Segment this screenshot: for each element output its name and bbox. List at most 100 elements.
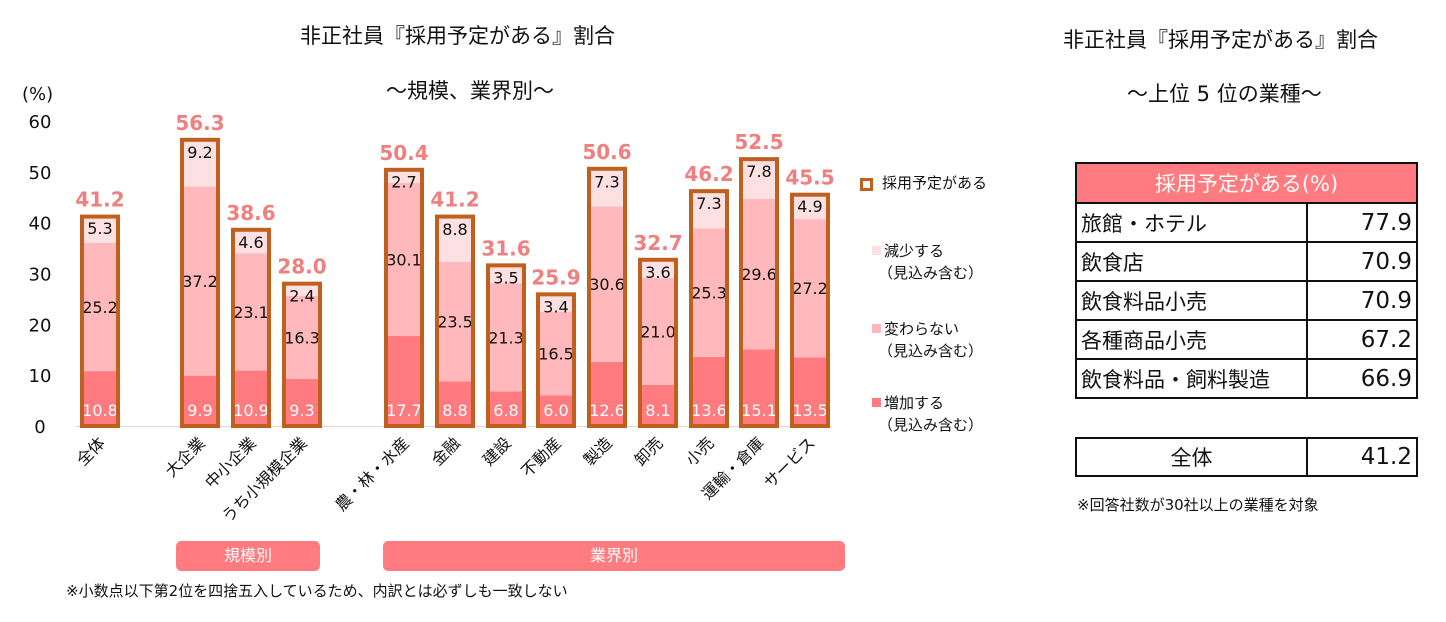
segment-value-label: 6.8	[493, 401, 518, 420]
table-row: 飲食料品小売 70.9	[1075, 280, 1418, 321]
group-label-size: 規模別	[176, 541, 320, 571]
bar-total-outline	[384, 167, 424, 429]
bar-group: 8.1 21.0 3.6 32.7	[633, 231, 683, 428]
bar-group: 12.6 30.6 7.3 50.6	[582, 140, 632, 429]
bar-group: 6.0 16.5 3.4 25.9	[531, 265, 581, 429]
industry-name: 飲食店	[1075, 241, 1308, 282]
legend-label: 採用予定がある	[882, 174, 988, 192]
total-value-label: 31.6	[481, 236, 530, 260]
total-value-label: 32.7	[633, 231, 682, 255]
bar-group: 6.8 21.3 3.5 31.6	[481, 236, 531, 428]
segment-value-label: 7.3	[696, 194, 721, 213]
table-row: 飲食店 70.9	[1075, 241, 1418, 282]
legend-swatch-icon	[860, 178, 873, 191]
bar-total-outline	[689, 189, 729, 428]
bar-segment-increase	[741, 349, 777, 426]
total-label: 全体	[1075, 437, 1308, 477]
top5-industry-table: 採用予定がある(%) 旅館・ホテル 77.9 飲食店 70.9 飲食料品小売 70.9…	[1075, 162, 1418, 399]
bar-group: 9.3 16.3 2.4 28.0	[277, 255, 327, 428]
segment-value-label: 29.6	[741, 265, 777, 284]
total-value-label: 28.0	[277, 255, 326, 279]
bar-total-outline	[638, 257, 678, 428]
bar-group: 10.9 23.1 4.6 38.6	[226, 201, 276, 428]
bar-segment-same	[233, 253, 269, 371]
total-value-label: 38.6	[226, 201, 275, 225]
segment-value-label: 8.8	[442, 401, 467, 420]
bar-segment-decrease	[538, 294, 574, 312]
segment-value-label: 13.5	[792, 401, 828, 420]
legend-label: 変わらない	[884, 320, 960, 338]
industry-name: 各種商品小売	[1075, 319, 1308, 360]
bar-total-outline	[587, 166, 627, 429]
bar-segment-decrease	[437, 217, 473, 262]
segment-value-label: 9.3	[289, 401, 314, 420]
bar-total-outline	[80, 214, 120, 428]
bar-total-outline	[790, 192, 830, 428]
bar-segment-same	[589, 206, 625, 362]
total-value-label: 45.5	[785, 166, 834, 190]
bar-segment-decrease	[182, 139, 218, 187]
bar-segment-same	[182, 186, 218, 376]
bar-total-outline	[231, 227, 271, 428]
bar-total-outline	[282, 281, 322, 428]
total-value-label: 25.9	[531, 265, 580, 289]
table-row: 旅館・ホテル 77.9	[1075, 202, 1418, 243]
total-value-label: 41.2	[430, 188, 479, 212]
stacked-bar-chart: (%) 0 10 20 30 40 50 60 10.8 25.2 5.3 41.2 9.9 37.2…	[22, 84, 835, 526]
category-label: 卸売	[631, 433, 667, 469]
segment-value-label: 8.1	[645, 401, 670, 420]
right-footnote: ※回答社数が30社以上の業種を対象	[1077, 496, 1319, 514]
bar-segment-same	[386, 183, 422, 337]
segment-value-label: 21.3	[488, 328, 524, 347]
legend-sublabel: （見込み含む）	[878, 264, 984, 282]
bar-segment-increase	[284, 378, 320, 426]
legend-sublabel: （見込み含む）	[878, 342, 984, 360]
segment-value-label: 30.1	[386, 251, 422, 270]
bar-segment-same	[792, 219, 828, 358]
bar-segment-increase	[640, 384, 676, 426]
total-value-label: 52.5	[734, 130, 783, 154]
bar-group: 15.1 29.6 7.8 52.5	[734, 130, 784, 428]
bar-group: 17.7 30.1 2.7 50.4	[379, 141, 429, 429]
bar-group: 8.8 23.5 8.8 41.2	[430, 188, 480, 428]
segment-value-label: 8.8	[442, 220, 467, 239]
segment-value-label: 27.2	[792, 279, 828, 298]
bar-segment-same	[488, 283, 524, 392]
category-label: 大企業	[161, 433, 208, 480]
bar-segment-same	[82, 243, 118, 372]
category-label: 農・林・水産	[332, 433, 413, 514]
bar-total-outline	[435, 214, 475, 428]
table-header: 採用予定がある(%)	[1075, 162, 1418, 204]
overall-total-table: 全体 41.2	[1075, 437, 1418, 477]
right-title: 非正社員『採用予定がある』割合	[1063, 28, 1378, 52]
segment-value-label: 3.4	[543, 297, 568, 316]
segment-value-label: 9.2	[187, 143, 212, 162]
y-tick-label: 20	[29, 315, 52, 336]
segment-value-label: 13.6	[691, 401, 727, 420]
table-row: 各種商品小売 67.2	[1075, 319, 1418, 360]
bar-segment-decrease	[691, 191, 727, 229]
category-label: 建設	[479, 433, 515, 469]
industry-value: 66.9	[1306, 358, 1418, 399]
segment-value-label: 17.7	[386, 401, 422, 420]
bar-segment-decrease	[640, 259, 676, 279]
category-label: 全体	[73, 433, 109, 469]
bar-group: 10.8 25.2 5.3 41.2	[75, 188, 125, 428]
bar-segment-same	[437, 261, 473, 382]
legend-item-decrease: 減少する （見込み含む）	[860, 240, 983, 284]
segment-value-label: 23.1	[233, 303, 269, 322]
chart-subtitle: ～規模、業界別～	[386, 79, 554, 103]
legend-swatch-icon	[872, 398, 881, 407]
bar-total-outline	[486, 263, 526, 428]
category-label: 不動産	[517, 433, 564, 480]
total-value-label: 50.4	[379, 141, 428, 165]
bar-segment-same	[284, 295, 320, 379]
segment-value-label: 23.5	[437, 313, 473, 332]
y-tick-label: 60	[29, 112, 52, 133]
legend-label: 増加する	[884, 394, 945, 412]
bar-segment-decrease	[741, 159, 777, 199]
total-value-label: 50.6	[582, 140, 631, 164]
bar-total-outline	[536, 292, 576, 429]
left-footnote: ※小数点以下第2位を四捨五入しているため、内訳とは必ずしも一致しない	[66, 582, 568, 600]
bar-segment-increase	[792, 357, 828, 426]
